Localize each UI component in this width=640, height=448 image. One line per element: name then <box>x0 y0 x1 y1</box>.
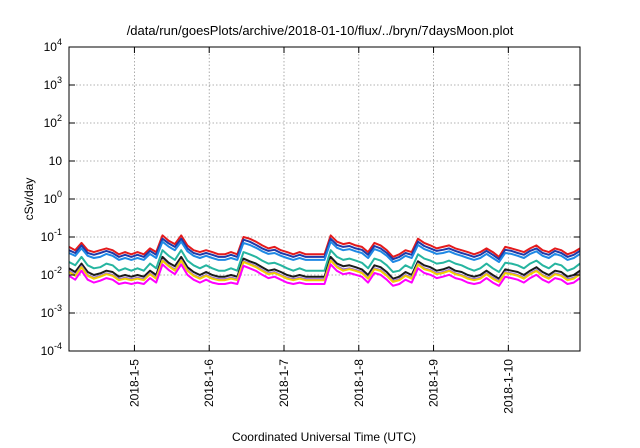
series-line-3 <box>68 240 581 263</box>
y-axis-ticks: 10-4 10-3 10-2 10-1 100 10 102 103 104 <box>41 37 580 358</box>
x-tick-label: 2018-1-6 <box>202 359 216 407</box>
y-tick-label: 10-3 <box>41 303 62 320</box>
y-tick-label: 10-4 <box>41 341 62 358</box>
y-axis-label: cSv/day <box>22 178 36 221</box>
y-tick-label: 10-2 <box>41 265 62 282</box>
series-line-8 <box>68 263 581 287</box>
chart-title: /data/run/goesPlots/archive/2018-01-10/f… <box>127 23 514 38</box>
x-tick-label: 2018-1-7 <box>277 359 291 407</box>
y-tick-label: 103 <box>44 75 62 92</box>
series-line-7 <box>68 259 581 283</box>
y-tick-label: 10 <box>49 154 63 168</box>
x-tick-label: 2018-1-9 <box>427 359 441 407</box>
x-tick-label: 2018-1-10 <box>501 359 515 414</box>
x-tick-label: 2018-1-5 <box>127 359 141 407</box>
x-tick-label: 2018-1-8 <box>352 359 366 407</box>
y-tick-label: 104 <box>44 37 62 54</box>
x-axis-label: Coordinated Universal Time (UTC) <box>232 430 416 444</box>
x-axis-ticks: 2018-1-5 2018-1-6 2018-1-7 2018-1-8 2018-1-9… <box>127 47 515 414</box>
y-tick-label: 100 <box>44 189 62 206</box>
grid-lines <box>69 47 580 351</box>
series-group <box>68 234 581 287</box>
series-line-4 <box>68 249 581 273</box>
y-tick-label: 102 <box>44 113 62 130</box>
y-tick-label: 10-1 <box>41 227 62 244</box>
